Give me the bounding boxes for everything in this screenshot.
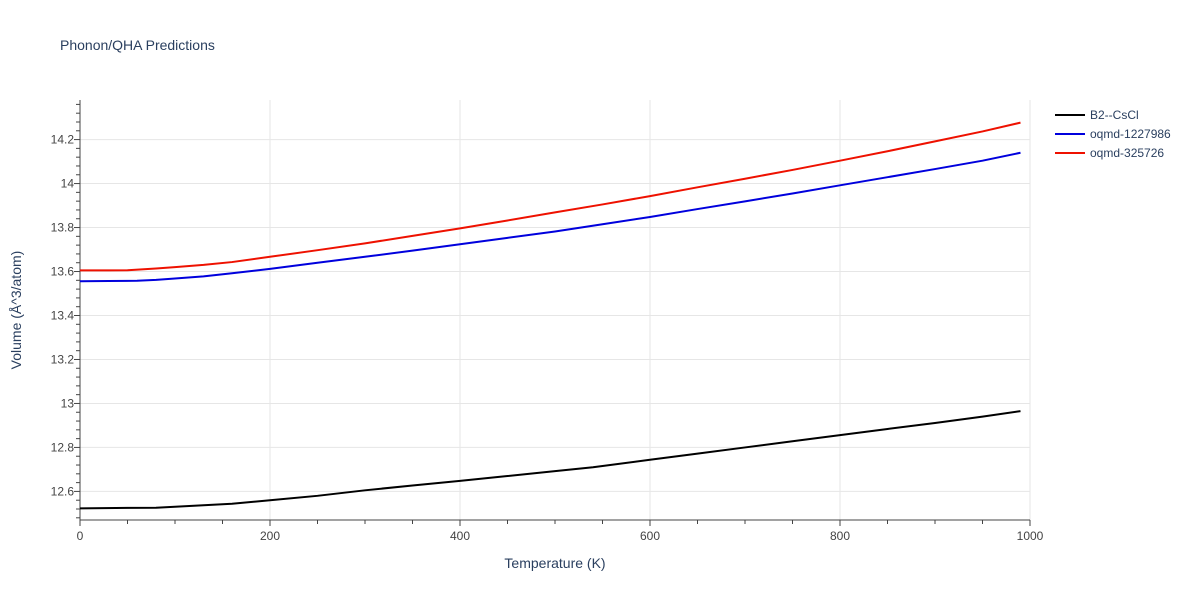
x-tick-label: 0 (77, 529, 84, 543)
legend[interactable]: B2--CsCl oqmd-1227986 oqmd-325726 (1055, 108, 1171, 160)
x-tick-label: 600 (640, 529, 660, 543)
y-tick-label: 14.2 (51, 133, 75, 147)
y-tick-label: 12.8 (51, 440, 75, 454)
x-tick-label: 800 (830, 529, 850, 543)
y-tick-label: 13 (61, 396, 75, 410)
x-tick-label: 200 (260, 529, 280, 543)
legend-label: B2--CsCl (1090, 108, 1139, 122)
chart-title: Phonon/QHA Predictions (60, 37, 215, 53)
legend-label: oqmd-325726 (1090, 146, 1164, 160)
y-tick-label: 13.2 (51, 352, 75, 366)
axes: 0 200 400 600 800 1000 12.6 12.8 13 13.2 13.4 13.6 1… (51, 100, 1044, 543)
series-lines (79, 121, 1021, 510)
legend-item[interactable]: B2--CsCl (1055, 108, 1139, 122)
y-axis-label: Volume (Å^3/atom) (8, 251, 24, 370)
legend-label: oqmd-1227986 (1090, 127, 1171, 141)
y-tick-label: 12.6 (51, 484, 75, 498)
x-axis-label: Temperature (K) (504, 555, 605, 571)
y-tick-label: 13.4 (51, 308, 75, 322)
x-tick-label: 1000 (1017, 529, 1044, 543)
grid (80, 100, 1031, 520)
y-tick-label: 14 (61, 177, 75, 191)
legend-item[interactable]: oqmd-1227986 (1055, 127, 1171, 141)
x-tick-label: 400 (450, 529, 470, 543)
series-line-B2--CsCl (79, 410, 1021, 510)
series-line-oqmd-325726 (80, 121, 1021, 272)
legend-item[interactable]: oqmd-325726 (1055, 146, 1164, 160)
y-tick-label: 13.6 (51, 265, 75, 279)
series-line-oqmd-1227986 (79, 151, 1021, 283)
y-tick-label: 13.8 (51, 221, 75, 235)
